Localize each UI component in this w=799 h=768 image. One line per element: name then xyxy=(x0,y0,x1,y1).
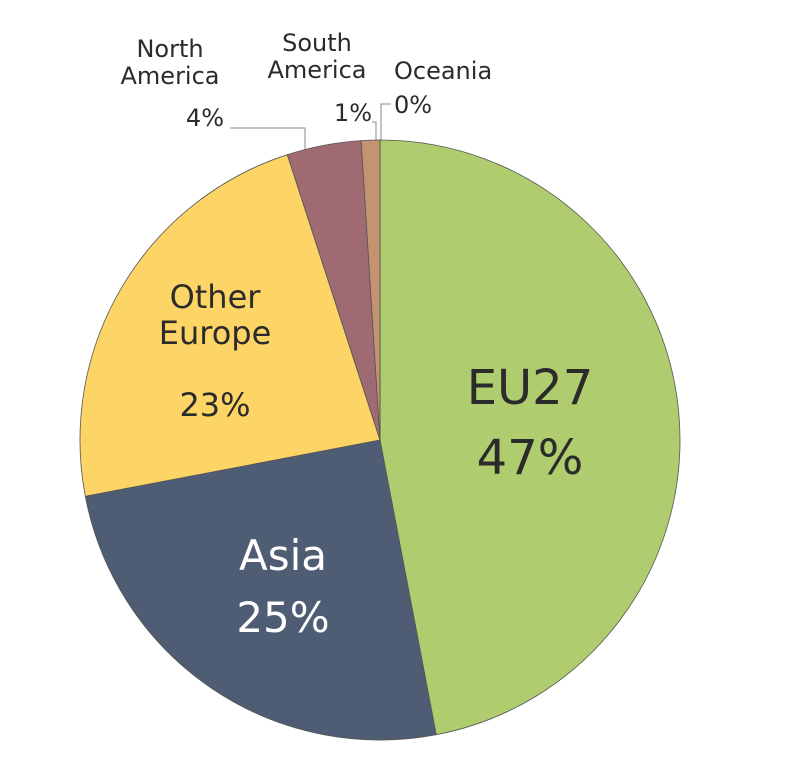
pie-slice xyxy=(84,439,437,741)
leader-line xyxy=(372,121,377,142)
value-label: 25% xyxy=(236,593,330,642)
slice-label: Other Europe xyxy=(158,278,272,352)
leader-line xyxy=(380,103,391,142)
leader-line xyxy=(230,127,306,152)
pie-slice xyxy=(79,154,381,497)
value-label: 23% xyxy=(179,386,251,424)
slice-label: Asia xyxy=(238,531,328,580)
slice-label: EU27 xyxy=(466,360,594,416)
value-label: 0% xyxy=(394,91,433,119)
leader-lines xyxy=(230,103,391,152)
value-label: 4% xyxy=(185,104,224,132)
slice-label: Oceania xyxy=(394,57,493,85)
value-label: 47% xyxy=(476,430,584,486)
pie-slice xyxy=(379,139,681,736)
slice-label: South America xyxy=(267,29,367,84)
slice-label: North America xyxy=(120,35,220,90)
value-label: 1% xyxy=(333,99,372,127)
